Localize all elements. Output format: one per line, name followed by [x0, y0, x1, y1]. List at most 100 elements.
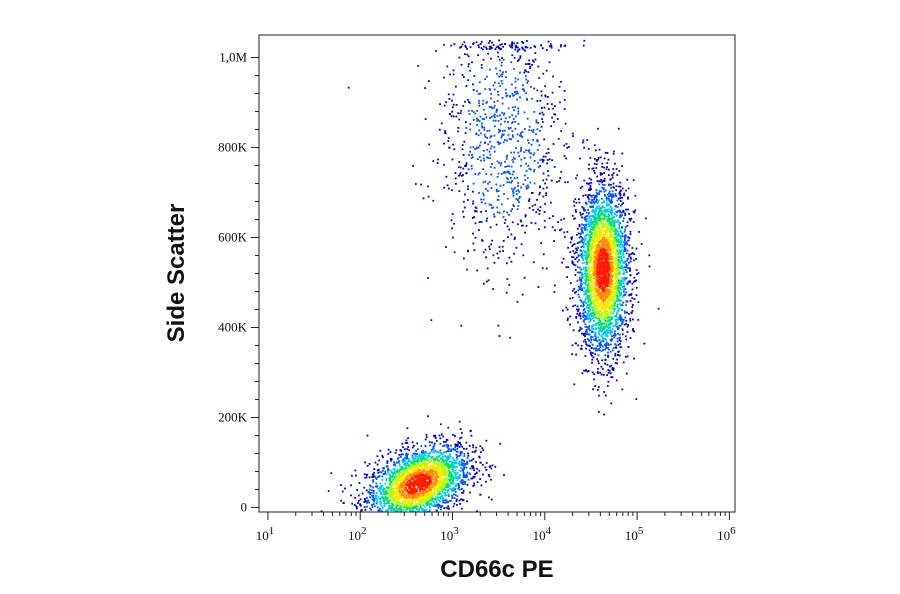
data-point	[563, 236, 566, 238]
data-point	[607, 317, 609, 320]
data-point	[601, 282, 604, 284]
data-point	[596, 247, 599, 250]
data-point	[437, 505, 440, 508]
data-point	[474, 449, 477, 452]
data-point	[415, 506, 417, 509]
data-point	[596, 224, 599, 227]
data-point	[616, 262, 619, 265]
data-point	[417, 486, 420, 489]
data-point	[364, 500, 367, 503]
data-point	[584, 301, 587, 304]
data-point	[396, 457, 399, 460]
data-point	[614, 362, 617, 364]
data-point	[370, 491, 373, 494]
data-point	[406, 472, 408, 475]
data-point	[571, 353, 573, 356]
data-point	[582, 315, 584, 318]
data-point	[399, 449, 402, 451]
data-point	[453, 459, 456, 462]
data-point	[394, 482, 397, 484]
data-point	[459, 428, 462, 430]
data-point	[466, 471, 469, 474]
data-point	[429, 488, 432, 491]
data-point	[628, 218, 631, 220]
data-point	[605, 339, 608, 341]
data-point	[399, 485, 402, 488]
data-point	[610, 291, 613, 294]
data-point	[612, 246, 615, 249]
data-point	[582, 208, 585, 211]
data-point	[585, 316, 588, 318]
data-point	[400, 453, 402, 456]
data-point	[434, 462, 437, 464]
data-point	[596, 217, 599, 219]
data-point	[467, 454, 470, 457]
data-point	[616, 206, 619, 208]
data-point	[593, 254, 595, 257]
data-point	[359, 503, 361, 505]
data-point	[626, 242, 628, 244]
data-point	[434, 482, 436, 485]
data-point	[409, 493, 412, 496]
data-point	[409, 483, 411, 486]
data-point	[428, 506, 431, 509]
data-point	[590, 289, 593, 292]
data-point	[490, 467, 493, 470]
data-point	[462, 491, 465, 494]
data-point	[618, 239, 621, 241]
data-point	[605, 300, 608, 303]
data-point	[400, 476, 403, 478]
data-point	[462, 489, 465, 492]
data-point	[591, 255, 594, 257]
data-point	[612, 270, 614, 272]
data-point	[431, 500, 434, 502]
data-point	[431, 484, 433, 487]
data-point	[411, 488, 414, 490]
data-point	[594, 270, 597, 272]
data-point	[592, 221, 594, 223]
data-point	[589, 345, 591, 347]
data-point	[449, 460, 452, 463]
data-point	[394, 483, 397, 486]
data-point	[405, 439, 408, 442]
data-point	[443, 440, 445, 443]
data-point	[618, 271, 621, 274]
data-point	[487, 473, 490, 476]
data-point	[438, 470, 441, 472]
data-point	[629, 319, 632, 322]
data-point	[395, 509, 398, 512]
data-point	[407, 490, 410, 492]
data-point	[594, 247, 597, 250]
data-point	[404, 503, 406, 506]
data-point	[436, 496, 439, 499]
data-point	[574, 251, 577, 254]
data-point	[447, 505, 450, 508]
data-point	[571, 256, 573, 258]
data-point	[403, 488, 406, 490]
data-point	[450, 450, 453, 452]
data-point	[613, 239, 616, 241]
data-point	[611, 368, 614, 370]
data-point	[602, 257, 605, 260]
data-point	[432, 505, 435, 508]
data-point	[447, 493, 450, 496]
data-point	[615, 344, 618, 347]
data-point	[422, 497, 425, 500]
data-point	[606, 236, 608, 239]
data-point	[417, 510, 420, 512]
data-point	[455, 444, 457, 447]
data-point	[395, 501, 398, 504]
data-point	[417, 474, 420, 477]
data-point	[584, 323, 587, 326]
data-point	[382, 491, 385, 493]
data-point	[461, 459, 464, 461]
data-point	[385, 479, 388, 482]
data-point	[398, 464, 401, 466]
data-point	[458, 420, 461, 423]
data-point	[384, 490, 387, 493]
data-point	[606, 374, 608, 376]
data-point	[589, 267, 592, 269]
data-point	[385, 477, 388, 480]
data-point	[434, 467, 437, 470]
data-point	[600, 197, 603, 200]
